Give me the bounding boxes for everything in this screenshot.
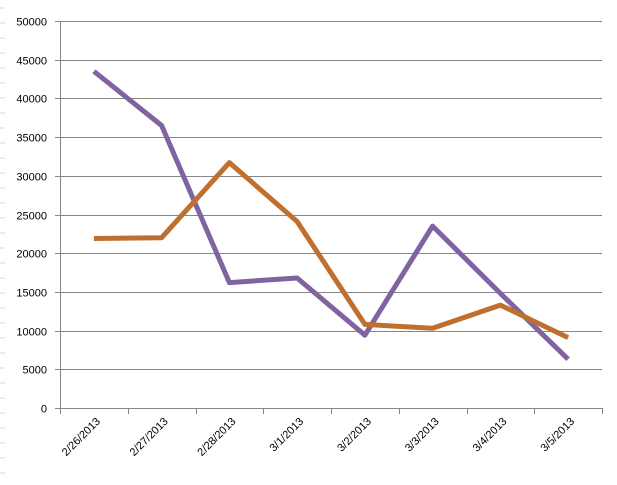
y-tick-label: 30000 [16, 172, 47, 184]
y-tick-label: 50000 [16, 17, 47, 29]
y-tick-label: 10000 [16, 327, 47, 339]
x-tick-label: 2/27/2013 [128, 416, 171, 459]
y-tick-label: 25000 [16, 211, 47, 223]
x-tick-label: 3/3/2013 [403, 416, 442, 455]
series-line-2 [93, 160, 570, 340]
x-tick-label: 3/4/2013 [471, 416, 510, 455]
y-tick-label: 35000 [16, 133, 47, 145]
y-tick-label: 40000 [16, 94, 47, 106]
y-tick-label: 5000 [23, 365, 47, 377]
x-tick-label: 2/26/2013 [60, 416, 103, 459]
x-tick-label: 3/1/2013 [267, 416, 306, 455]
y-tick-label: 20000 [16, 249, 47, 261]
y-tick-label: 0 [41, 404, 47, 416]
series-line-1 [92, 69, 570, 361]
x-tick-label: 2/28/2013 [195, 416, 238, 459]
x-tick-label: 3/2/2013 [335, 416, 374, 455]
y-tick-label: 15000 [16, 288, 47, 300]
y-tick-label: 45000 [16, 56, 47, 68]
x-tick-label: 3/5/2013 [538, 416, 577, 455]
